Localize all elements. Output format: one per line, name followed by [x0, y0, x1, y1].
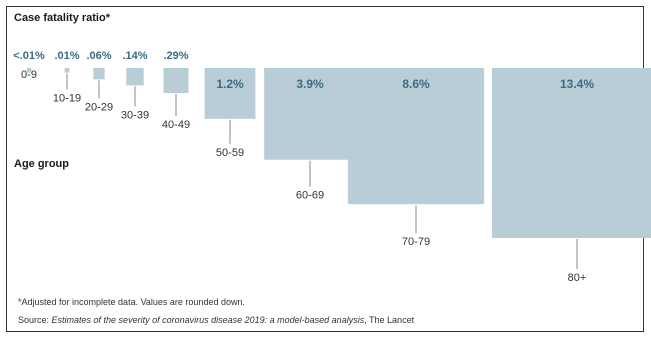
value-label-60-69: 3.9% [296, 77, 324, 91]
source-suffix: , The Lancet [364, 315, 415, 325]
bar-0-9 [26, 68, 32, 73]
chart-title: Case fatality ratio* [14, 12, 110, 24]
source-prefix: Source: [18, 315, 52, 325]
category-label-30-39: 30-39 [121, 109, 149, 121]
category-label-40-49: 40-49 [162, 119, 190, 131]
footnote: *Adjusted for incomplete data. Values ar… [18, 297, 245, 307]
category-label-60-69: 60-69 [296, 190, 324, 202]
bar-40-49 [163, 68, 189, 94]
value-label-40-49: .29% [163, 50, 188, 62]
value-label-70-79: 8.6% [402, 77, 430, 91]
bar-30-39 [126, 68, 144, 86]
bar-10-19 [64, 68, 70, 73]
category-label-10-19: 10-19 [53, 93, 81, 105]
category-label-70-79: 70-79 [402, 236, 430, 248]
category-label-20-29: 20-29 [85, 101, 113, 113]
source-title: Estimates of the severity of coronavirus… [51, 315, 365, 325]
bar-50-59 [204, 68, 256, 119]
category-label-80+: 80+ [568, 272, 587, 284]
bar-70-79 [347, 68, 485, 205]
category-label-50-59: 50-59 [216, 147, 244, 159]
bar-20-29 [93, 68, 105, 80]
value-label-10-19: .01% [54, 50, 79, 62]
category-label-0-9: 0-9 [21, 69, 37, 81]
value-label-0-9: <.01% [13, 50, 45, 62]
bar-60-69 [264, 68, 356, 160]
x-axis-label: Age group [14, 158, 69, 170]
value-label-30-39: .14% [122, 50, 147, 62]
value-label-20-29: .06% [86, 50, 111, 62]
value-label-80+: 13.4% [560, 77, 594, 91]
value-label-50-59: 1.2% [216, 77, 244, 91]
source-note: Source: Estimates of the severity of cor… [18, 315, 414, 325]
bar-80+ [492, 68, 651, 238]
